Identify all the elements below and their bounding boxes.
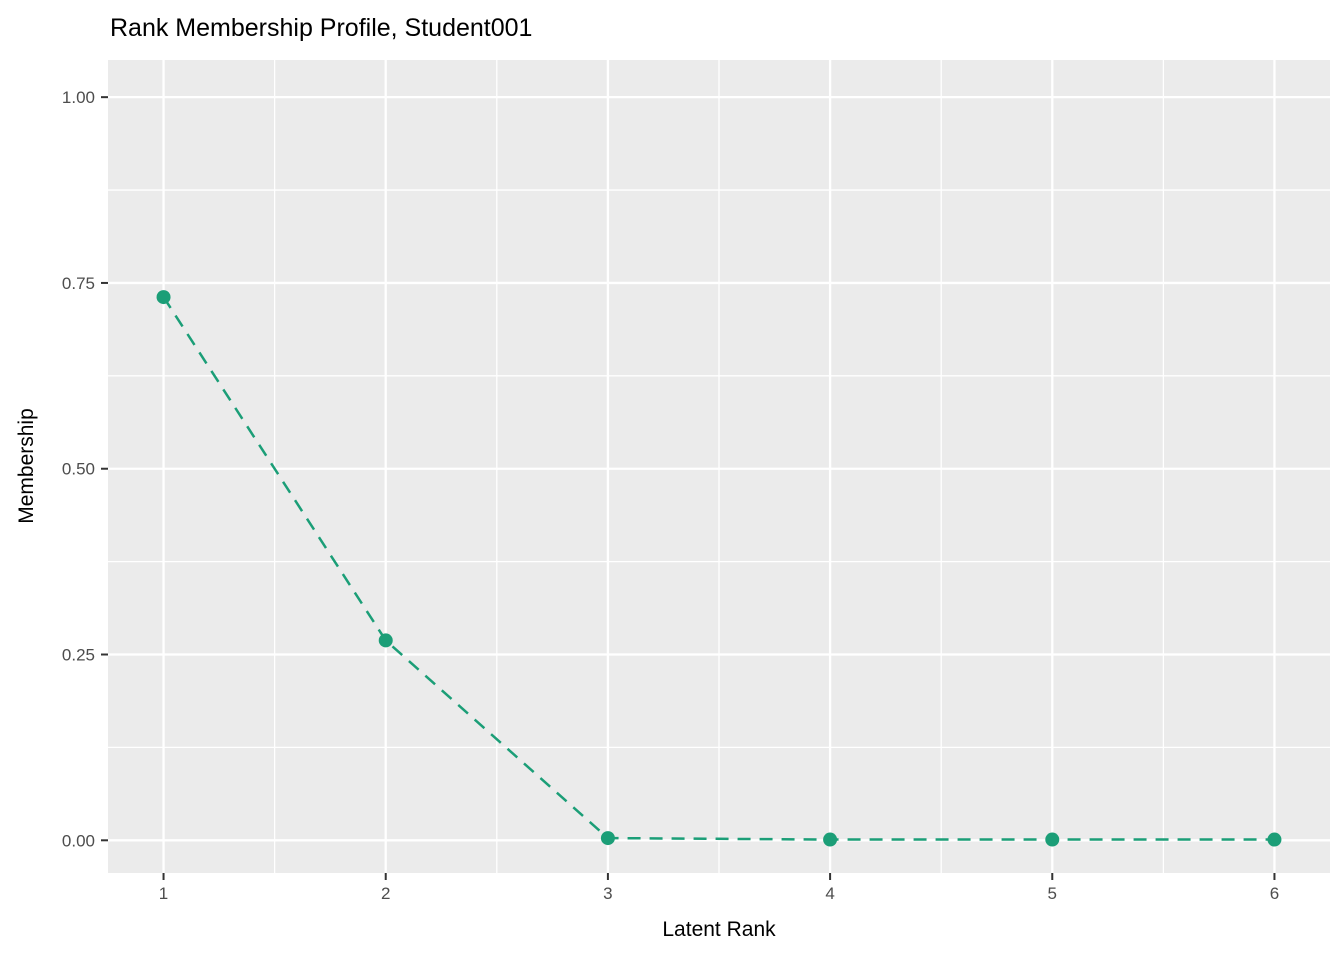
data-point — [1267, 832, 1282, 847]
x-axis-title: Latent Rank — [662, 918, 776, 941]
y-axis-title: Membership — [15, 408, 38, 524]
x-tick-label: 3 — [603, 884, 612, 903]
y-tick-label: 0.50 — [62, 460, 95, 479]
x-tick-label: 2 — [381, 884, 390, 903]
membership-line — [162, 296, 1275, 841]
y-tick-label: 0.00 — [62, 831, 95, 850]
x-tick-label: 4 — [825, 884, 834, 903]
data-point — [156, 290, 171, 305]
data-point — [823, 832, 838, 847]
data-point — [600, 831, 615, 846]
y-tick-label: 0.75 — [62, 274, 95, 293]
y-tick-label: 1.00 — [62, 88, 95, 107]
x-tick-label: 6 — [1270, 884, 1279, 903]
chart-title: Rank Membership Profile, Student001 — [110, 14, 533, 42]
x-tick-label: 5 — [1048, 884, 1057, 903]
y-tick-label: 0.25 — [62, 646, 95, 665]
data-point — [1045, 832, 1060, 847]
x-tick-label: 1 — [159, 884, 168, 903]
data-point — [378, 633, 393, 648]
